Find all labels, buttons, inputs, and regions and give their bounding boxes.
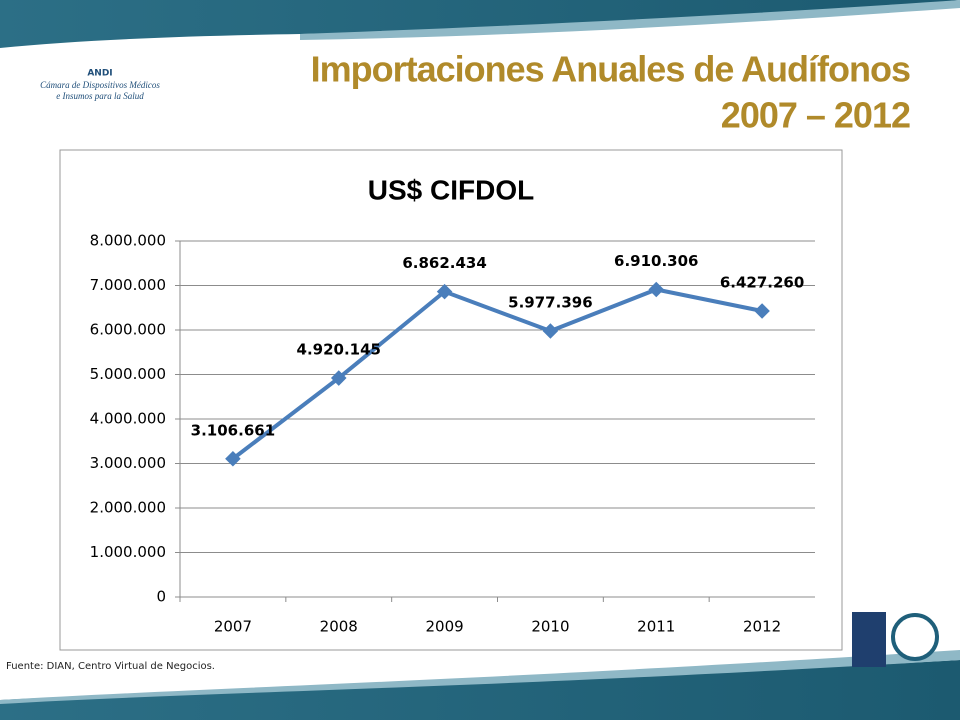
x-tick-label: 2012 (743, 618, 781, 636)
slide-title: Importaciones Anuales de Audífonos (311, 49, 910, 90)
data-label: 6.427.260 (720, 273, 804, 291)
logo-line: e Insumos para la Salud (56, 91, 144, 101)
y-tick-label: 8.000.000 (90, 232, 166, 250)
source-note: Fuente: DIAN, Centro Virtual de Negocios… (6, 661, 215, 672)
data-label: 6.910.306 (614, 252, 698, 270)
y-tick-label: 6.000.000 (90, 321, 166, 339)
bottom-band (0, 660, 960, 720)
x-tick-label: 2011 (637, 618, 675, 636)
logo-line: Cámara de Dispositivos Médicos (40, 80, 160, 90)
x-tick-label: 2010 (531, 618, 569, 636)
top-stripe (300, 0, 960, 40)
y-tick-label: 4.000.000 (90, 410, 166, 428)
data-point (225, 450, 241, 467)
x-tick-label: 2008 (320, 618, 358, 636)
y-tick-label: 5.000.000 (90, 365, 166, 383)
data-label: 5.977.396 (508, 294, 592, 312)
bottom-stripe (0, 650, 960, 704)
cert-badge (852, 612, 886, 667)
logo-name: ANDI (87, 69, 112, 79)
x-tick-label: 2009 (425, 618, 463, 636)
chart-frame (59, 149, 843, 651)
data-label: 3.106.661 (191, 421, 275, 439)
y-tick-label: 3.000.000 (90, 454, 166, 472)
data-line (231, 287, 763, 461)
data-label: 6.862.434 (402, 254, 486, 272)
y-tick-label: 1.000.000 (90, 543, 166, 561)
y-tick-label: 0 (156, 588, 166, 606)
slide-title: 2007 – 2012 (721, 95, 910, 136)
x-tick-label: 2007 (214, 618, 252, 636)
chart-title: US$ CIFDOL (368, 174, 534, 205)
cert-badge (891, 613, 939, 661)
y-tick-label: 7.000.000 (90, 276, 166, 294)
y-tick-label: 2.000.000 (90, 499, 166, 517)
top-band (0, 0, 960, 48)
data-label: 4.920.145 (297, 341, 381, 359)
